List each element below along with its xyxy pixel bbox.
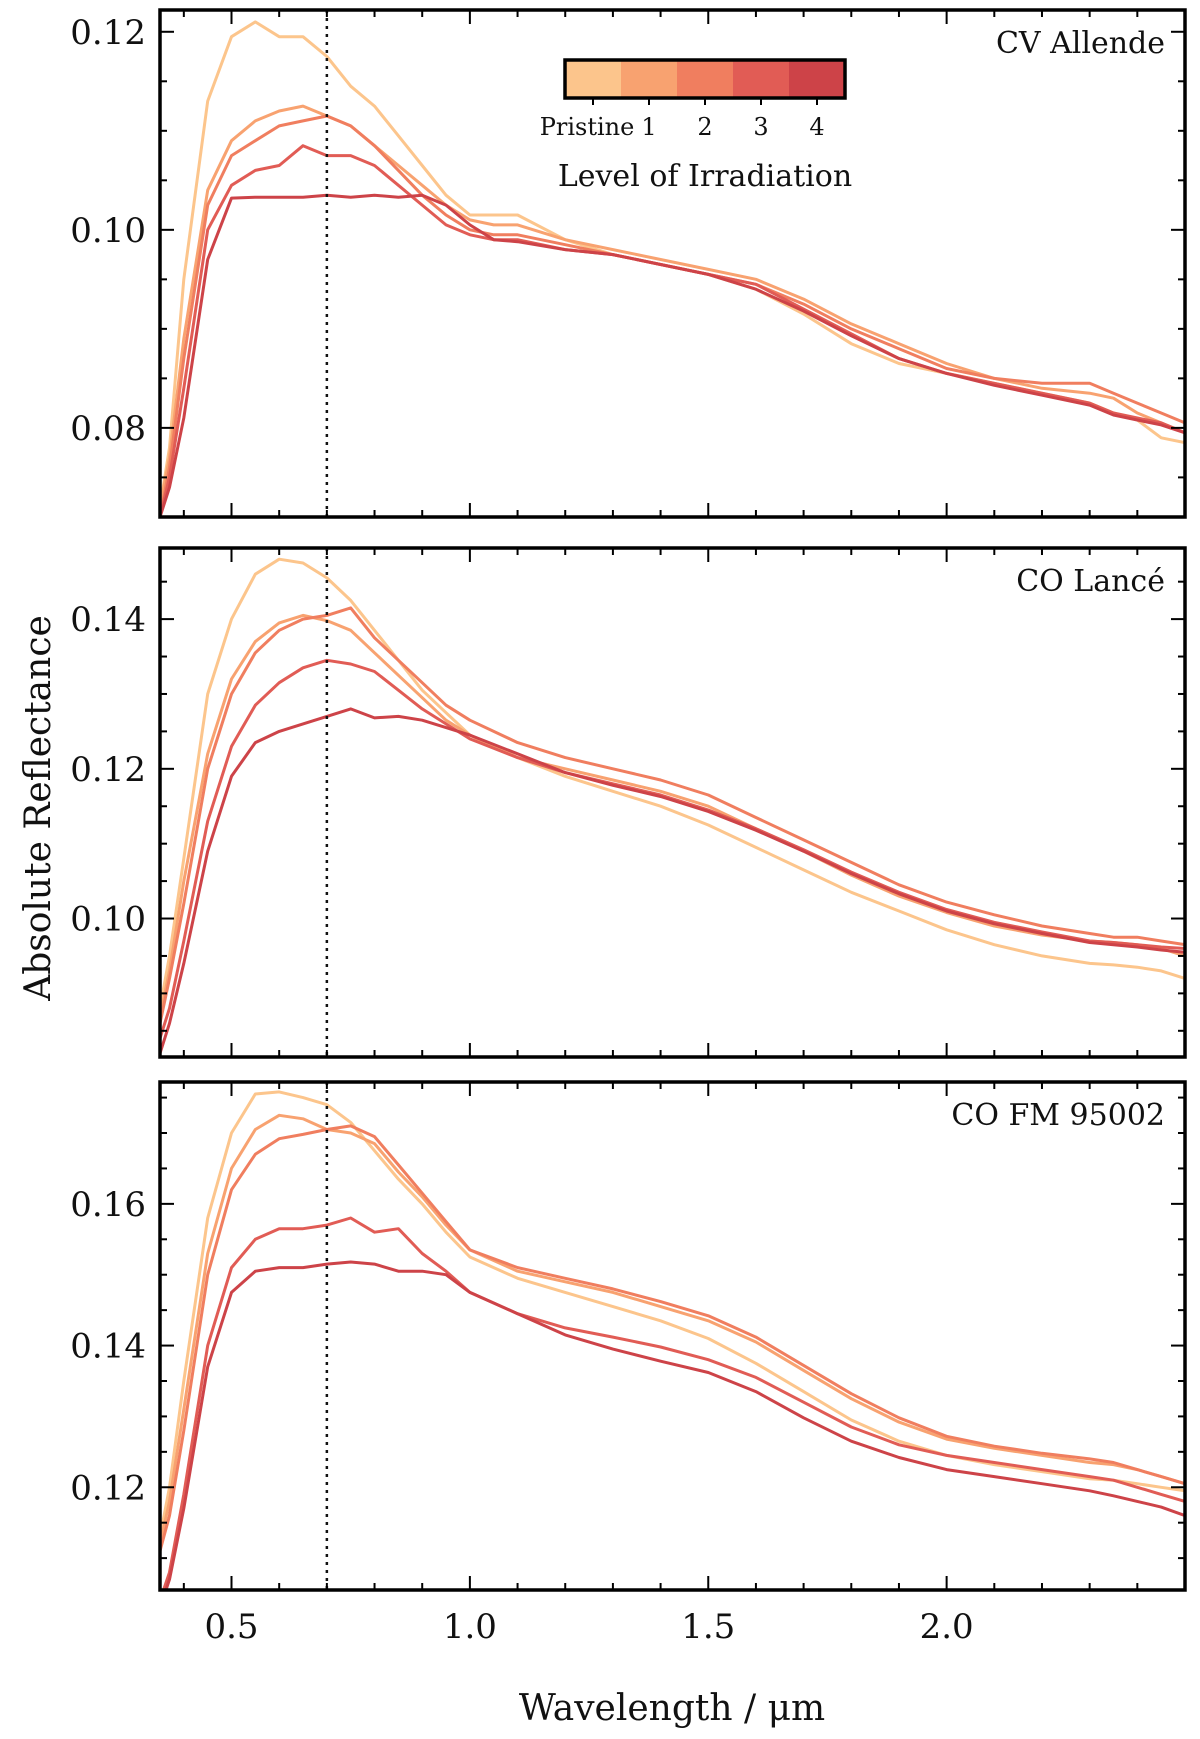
y-tick-label: 0.12 bbox=[70, 13, 146, 53]
panel-co-fm-95002: 0.12 0.14 0.16 CO FM 95002 0.5 1.0 1.5 2.0 bbox=[70, 1080, 1187, 1647]
y-axis-title: Absolute Reflectance bbox=[18, 615, 59, 1002]
series-line-4 bbox=[164, 1260, 1185, 1590]
series-line-2 bbox=[160, 114, 1185, 517]
plot-frame bbox=[158, 1080, 1187, 1592]
series-line-4 bbox=[160, 193, 1185, 517]
y-tick-label: 0.10 bbox=[70, 900, 146, 940]
colorbar-title: Level of Irradiation bbox=[558, 159, 852, 194]
y-tick-label: 0.14 bbox=[70, 1327, 146, 1367]
series-line-3 bbox=[160, 658, 1185, 1040]
plot-frame bbox=[158, 546, 1187, 1059]
colorbar-tick-label: 2 bbox=[697, 113, 712, 141]
series-line-2 bbox=[160, 1124, 1185, 1553]
colorbar-tick-label: 4 bbox=[809, 113, 824, 141]
panel-cv-allende: 0.08 0.10 0.12 CV Allende bbox=[70, 8, 1187, 519]
plot-frame bbox=[158, 8, 1187, 519]
series-line-1 bbox=[160, 613, 1185, 1018]
series-line-pristine bbox=[160, 557, 1185, 1010]
y-tick-label: 0.08 bbox=[70, 409, 146, 449]
colorbar-legend: Pristine 1 2 3 4 Level of Irradiation bbox=[540, 58, 852, 194]
series-group bbox=[160, 20, 1185, 517]
panel-title: CO FM 95002 bbox=[951, 1098, 1165, 1133]
panel-co-lanc: 0.10 0.12 0.14 CO Lancé bbox=[70, 546, 1187, 1059]
y-tick-label: 0.14 bbox=[70, 600, 146, 640]
y-tick-label: 0.10 bbox=[70, 211, 146, 251]
y-tick-label: 0.12 bbox=[70, 750, 146, 790]
x-tick-label: 2.0 bbox=[920, 1607, 974, 1647]
series-group bbox=[160, 557, 1185, 1055]
series-line-1 bbox=[160, 104, 1185, 509]
series-line-3 bbox=[160, 144, 1185, 517]
x-axis-title: Wavelength / μm bbox=[519, 1688, 825, 1729]
colorbar-segment bbox=[733, 60, 789, 98]
x-tick-label: 1.5 bbox=[681, 1607, 735, 1647]
x-tick-label: 0.5 bbox=[204, 1607, 258, 1647]
series-line-2 bbox=[160, 606, 1185, 1025]
panel-title: CV Allende bbox=[996, 26, 1165, 61]
series-line-3 bbox=[161, 1216, 1185, 1590]
series-line-pristine bbox=[160, 1090, 1185, 1539]
colorbar-tick-label: 3 bbox=[753, 113, 768, 141]
colorbar-tick-label: 1 bbox=[641, 113, 656, 141]
panels: 0.08 0.10 0.12 CV Allende 0.10 0.12 0.14 CO Lan… bbox=[70, 8, 1187, 1647]
colorbar-segment bbox=[789, 60, 845, 98]
series-line-4 bbox=[160, 707, 1185, 1055]
x-tick-label: 1.0 bbox=[443, 1607, 497, 1647]
series-group bbox=[160, 1090, 1185, 1590]
colorbar-segment bbox=[621, 60, 677, 98]
colorbar-tick-label: Pristine bbox=[540, 113, 635, 141]
y-tick-label: 0.12 bbox=[70, 1468, 146, 1508]
colorbar-segment bbox=[677, 60, 733, 98]
colorbar-segment bbox=[565, 60, 621, 98]
panel-title: CO Lancé bbox=[1016, 564, 1165, 599]
y-tick-label: 0.16 bbox=[70, 1185, 146, 1225]
series-line-1 bbox=[160, 1113, 1185, 1546]
